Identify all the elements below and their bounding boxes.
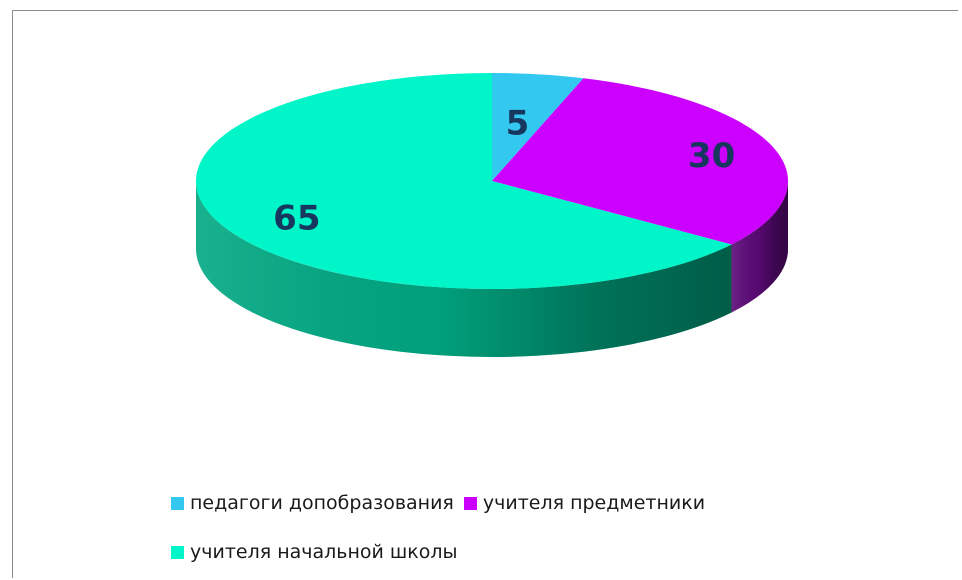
pie-data-labels: 5 30 65 xyxy=(273,103,735,238)
pie-sides xyxy=(196,181,788,357)
legend-item-dop: педагоги допобразования xyxy=(171,492,454,514)
legend-swatch-dop xyxy=(171,496,184,510)
pie-side-predmet-shade xyxy=(731,181,788,313)
data-label-dop: 5 xyxy=(506,103,530,143)
data-label-predmet: 30 xyxy=(688,136,735,176)
chart-area: 5 30 65 педагоги допобразования учителя пр… xyxy=(12,10,958,578)
pie-slice-predmet xyxy=(492,78,789,245)
pie-tops xyxy=(195,73,789,289)
legend-swatch-predmet xyxy=(463,496,477,510)
pie-slice-nach xyxy=(195,73,732,289)
pie-side-nach-shade xyxy=(196,181,732,357)
legend-row-1: педагоги допобразования учителя предметн… xyxy=(171,492,715,514)
legend-label-dop: педагоги допобразования xyxy=(190,492,454,514)
data-label-nach: 65 xyxy=(273,198,320,238)
pie-slice-dop xyxy=(492,73,584,181)
legend-item-nach: учителя начальной школы xyxy=(171,541,458,563)
legend-swatch-nach xyxy=(171,545,184,559)
legend-item-predmet: учителя предметники xyxy=(463,492,706,514)
pie-chart: 5 30 65 xyxy=(195,73,789,357)
legend-label-nach: учителя начальной школы xyxy=(190,541,458,563)
legend-row-2: учителя начальной школы xyxy=(171,541,468,563)
legend-label-predmet: учителя предметники xyxy=(482,492,706,514)
